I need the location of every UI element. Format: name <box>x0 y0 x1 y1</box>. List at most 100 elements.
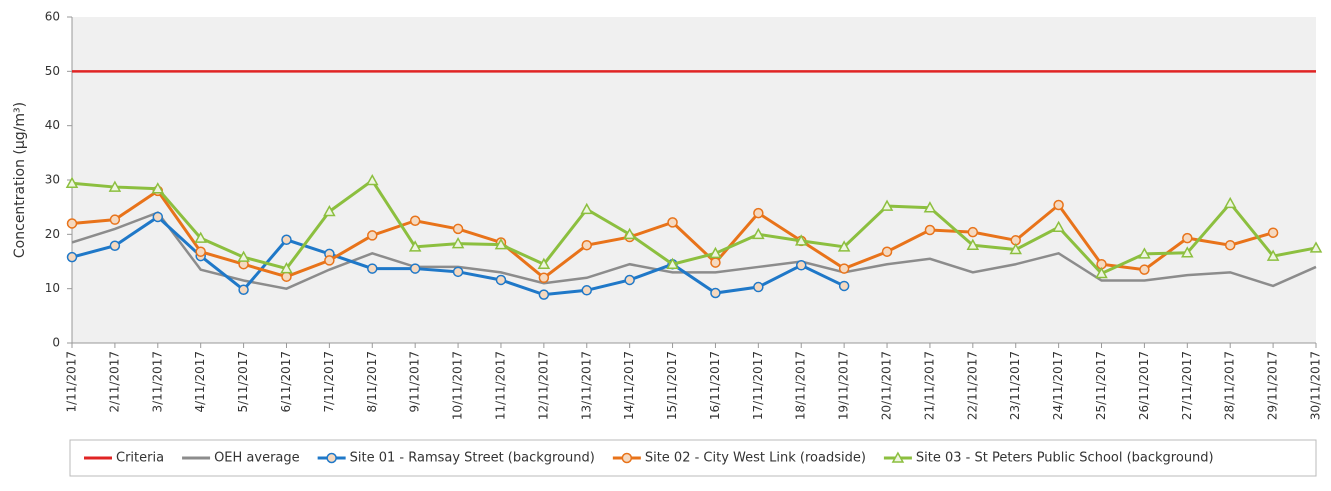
x-tick-label: 23/11/2017 <box>1008 351 1022 420</box>
x-tick-label: 3/11/2017 <box>150 351 164 413</box>
marker <box>195 246 206 257</box>
marker <box>880 199 894 211</box>
marker <box>1095 266 1108 279</box>
y-tick-label: 60 <box>45 10 60 24</box>
marker <box>238 284 249 296</box>
marker <box>194 231 207 243</box>
x-tick-label: 22/11/2017 <box>965 351 979 420</box>
marker <box>1009 243 1022 255</box>
marker <box>752 227 765 240</box>
marker <box>1053 199 1064 211</box>
marker <box>581 239 593 251</box>
marker <box>753 281 764 293</box>
marker <box>623 227 636 240</box>
x-tick-label: 11/11/2017 <box>493 351 507 420</box>
marker <box>581 285 593 296</box>
y-tick-label: 50 <box>45 64 60 78</box>
marker <box>409 215 421 226</box>
x-tick-label: 24/11/2017 <box>1051 351 1065 420</box>
marker <box>66 251 78 263</box>
x-tick-label: 25/11/2017 <box>1094 351 1108 420</box>
x-tick-label: 1/11/2017 <box>65 351 79 413</box>
x-tick-label: 30/11/2017 <box>1309 351 1323 420</box>
x-tick-label: 29/11/2017 <box>1266 351 1280 420</box>
marker <box>281 234 292 246</box>
marker <box>1182 232 1193 244</box>
marker <box>323 204 336 217</box>
y-axis-label: Concentration (µg/m³) <box>12 102 28 258</box>
marker <box>667 217 678 228</box>
y-tick-label: 30 <box>45 173 60 187</box>
marker <box>408 240 422 252</box>
marker <box>366 173 379 186</box>
marker <box>924 224 936 236</box>
marker <box>753 207 764 219</box>
series-line <box>71 178 1317 276</box>
marker <box>324 255 335 266</box>
x-tick-label: 28/11/2017 <box>1223 351 1237 420</box>
x-tick-label: 6/11/2017 <box>279 351 293 413</box>
marker <box>452 266 464 278</box>
marker <box>326 452 337 464</box>
x-tick-label: 27/11/2017 <box>1180 351 1194 420</box>
x-tick-label: 26/11/2017 <box>1137 351 1151 420</box>
legend-label: OEH average <box>214 451 300 466</box>
marker <box>966 238 980 250</box>
x-tick-label: 5/11/2017 <box>236 351 250 413</box>
y-tick-label: 0 <box>52 336 60 350</box>
marker <box>452 223 464 235</box>
marker <box>838 263 850 274</box>
marker <box>151 182 165 194</box>
marker <box>621 452 633 464</box>
series-line <box>71 211 1317 290</box>
marker <box>891 451 905 463</box>
x-tick-label: 17/11/2017 <box>751 351 765 420</box>
marker <box>537 257 551 269</box>
marker <box>1139 264 1150 275</box>
marker <box>923 201 937 213</box>
x-tick-label: 14/11/2017 <box>622 351 636 420</box>
marker <box>108 180 122 192</box>
y-tick-label: 20 <box>45 227 60 241</box>
x-tick-label: 15/11/2017 <box>665 351 679 420</box>
x-tick-label: 18/11/2017 <box>794 351 808 420</box>
x-tick-label: 13/11/2017 <box>579 351 593 420</box>
marker <box>65 176 79 189</box>
marker <box>1267 227 1279 238</box>
marker <box>152 211 164 223</box>
marker <box>1181 246 1194 258</box>
legend: Criteria OEH average Site 01 - Ramsay Stre… <box>84 451 1214 466</box>
legend-label: Site 01 - Ramsay Street (background) <box>350 451 595 466</box>
y-tick-label: 10 <box>45 281 60 295</box>
marker <box>451 237 465 249</box>
marker <box>495 274 507 286</box>
x-tick-label: 4/11/2017 <box>193 351 207 413</box>
legend-label: Site 03 - St Peters Public School (backg… <box>916 451 1214 466</box>
marker <box>66 218 78 229</box>
marker <box>580 202 594 215</box>
x-tick-label: 21/11/2017 <box>922 351 936 420</box>
marker <box>1138 247 1151 259</box>
marker <box>624 274 635 286</box>
x-tick-label: 20/11/2017 <box>880 351 894 420</box>
marker <box>538 272 550 284</box>
marker <box>237 250 250 262</box>
marker <box>710 287 721 299</box>
marker <box>881 246 893 257</box>
marker <box>794 234 808 246</box>
x-tick-label: 9/11/2017 <box>408 351 422 413</box>
marker <box>281 271 292 282</box>
plot-area <box>72 17 1316 343</box>
marker <box>1052 220 1065 233</box>
marker <box>409 263 421 274</box>
legend-label: Site 02 - City West Link (roadside) <box>645 451 866 466</box>
marker <box>494 238 508 250</box>
marker <box>710 257 721 268</box>
x-tick-label: 10/11/2017 <box>451 351 465 420</box>
marker <box>795 260 807 271</box>
marker <box>109 214 121 225</box>
marker <box>538 289 550 300</box>
marker <box>1223 196 1237 209</box>
y-tick-label: 40 <box>45 118 60 132</box>
